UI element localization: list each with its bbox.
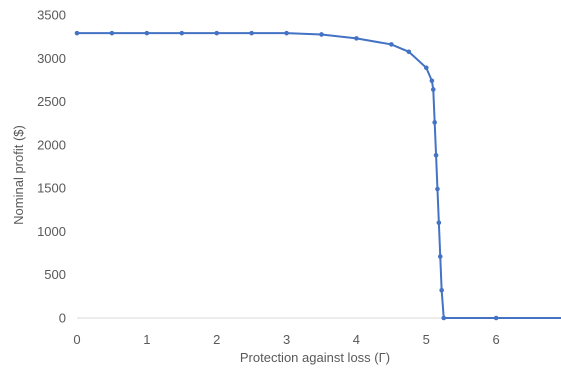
- x-tick-label: 6: [493, 332, 500, 347]
- data-point: [74, 30, 80, 36]
- data-point: [284, 30, 289, 36]
- y-tick-label: 2500: [37, 94, 66, 109]
- x-tick-label: 4: [353, 332, 360, 347]
- y-tick-label: 500: [44, 267, 66, 282]
- data-point: [432, 120, 437, 125]
- data-point: [144, 30, 150, 36]
- y-axis-title: Nominal profit ($): [11, 125, 26, 225]
- data-point: [436, 220, 442, 226]
- y-tick-label: 2000: [37, 137, 66, 152]
- data-point: [429, 78, 435, 84]
- data-point: [423, 65, 429, 71]
- data-point: [109, 30, 115, 36]
- x-tick-label: 5: [423, 332, 430, 347]
- x-axis-title: Protection against loss (Γ): [240, 350, 390, 365]
- y-tick-label: 1500: [37, 181, 66, 196]
- x-tick-labels: 0 1 2 3 4 5 6: [73, 332, 499, 347]
- data-point: [406, 49, 412, 55]
- data-point: [389, 42, 394, 47]
- x-tick-label: 2: [213, 332, 220, 347]
- x-tick-label: 0: [73, 332, 80, 347]
- data-point: [179, 30, 185, 36]
- data-point: [319, 32, 324, 37]
- y-tick-label: 3000: [37, 51, 66, 66]
- data-point: [354, 36, 359, 41]
- y-tick-label: 3500: [37, 8, 66, 23]
- x-tick-label: 3: [283, 332, 290, 347]
- y-tick-label: 1000: [37, 224, 66, 239]
- x-tick-label: 1: [143, 332, 150, 347]
- data-point: [437, 254, 443, 259]
- data-point: [433, 152, 439, 158]
- y-tick-labels: 0 500 1000 1500 2000 2500 3000 3500: [37, 8, 66, 326]
- y-tick-label: 0: [59, 311, 66, 326]
- data-point: [430, 87, 436, 92]
- data-point: [214, 30, 220, 36]
- data-point: [493, 315, 499, 321]
- data-point: [435, 186, 440, 192]
- series-markers: [74, 30, 499, 321]
- data-point: [439, 287, 444, 293]
- series-line: [77, 32, 561, 319]
- data-point: [249, 30, 254, 36]
- data-point: [441, 315, 447, 321]
